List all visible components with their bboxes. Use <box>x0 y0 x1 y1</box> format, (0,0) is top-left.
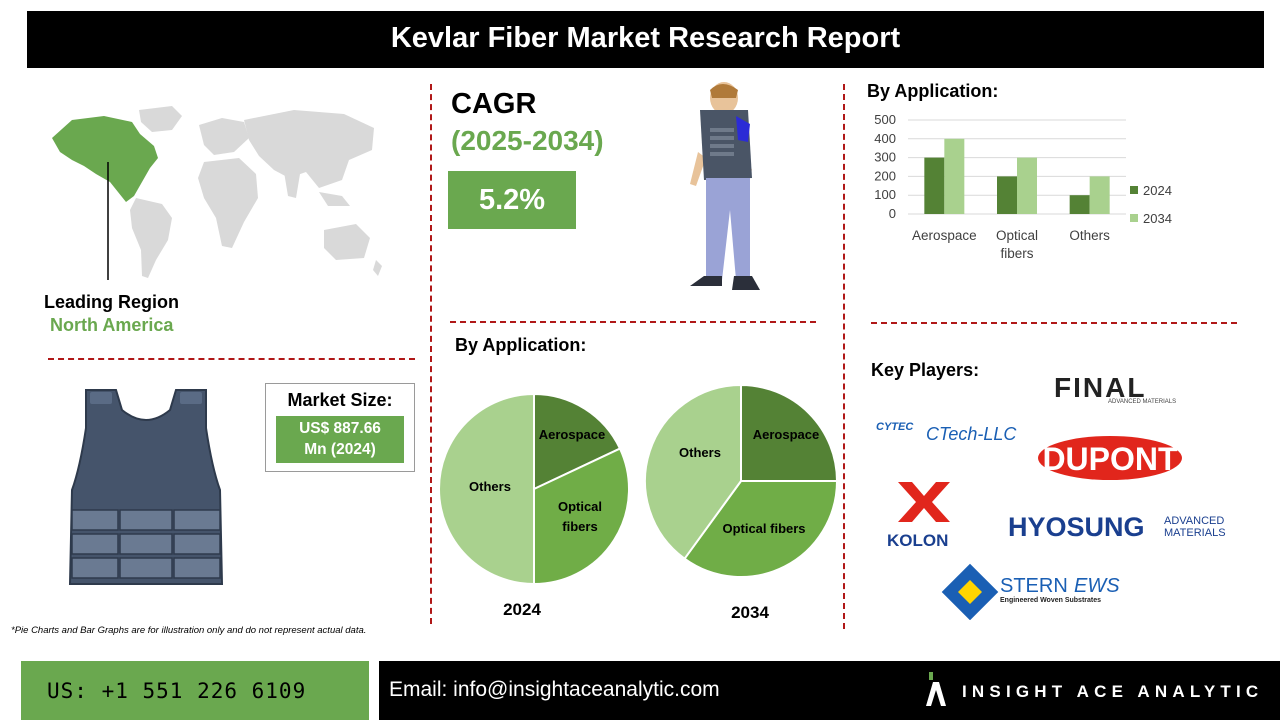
bar-y-tick-label: 200 <box>874 168 896 183</box>
bar-y-tick-label: 300 <box>874 150 896 165</box>
pie-slice-label: Others <box>469 479 511 494</box>
bar-2024-others <box>1069 195 1090 214</box>
title-bar: Kevlar Fiber Market Research Report <box>27 11 1264 68</box>
pie-2034-slice-optical-fibers <box>683 480 839 578</box>
logo-ews-text: EWS <box>1074 575 1120 597</box>
footer-phone[interactable]: US: +1 551 226 6109 <box>47 679 307 703</box>
logo-cytec-text: CYTEC <box>876 421 914 433</box>
bar-chart: 0 100 200 300 400 500 Aerospace Optical fibers Ot… <box>874 112 1172 261</box>
cagr-label: CAGR <box>451 88 537 120</box>
logo-kolon-text: KOLON <box>887 531 948 550</box>
pie-2034-slice-aerospace <box>740 383 839 482</box>
logo-kolon: KOLON <box>887 482 950 550</box>
footer-phone-panel <box>21 661 369 720</box>
logo-final-subtext: ADVANCED MATERIALS <box>1108 399 1176 405</box>
divider-left <box>430 84 432 624</box>
logo-final: FINAL ADVANCED MATERIALS <box>1054 372 1176 405</box>
logo-cytec-ctech: CYTEC CTech-LLC <box>876 421 1017 444</box>
logo-stern-subtext: Engineered Woven Substrates <box>1000 597 1101 604</box>
person-in-vest-illustration <box>690 82 760 290</box>
logo-hyosung-text: HYOSUNG <box>1008 512 1145 542</box>
market-size-frame <box>265 383 415 472</box>
pie-2024-slice-others <box>438 392 535 586</box>
pie-2034-slice-others <box>644 383 742 561</box>
bar-x-tick-label: Aerospace <box>912 228 977 243</box>
pie-slice-label: Others <box>679 445 721 460</box>
bar-section-title: By Application: <box>867 81 999 101</box>
pie-caption: 2024 <box>503 600 541 619</box>
pie-2024-slice-optical-fibers <box>533 447 630 586</box>
cagr-period: (2025-2034) <box>451 125 604 156</box>
footer-email[interactable]: Email: info@insightaceanalytic.com <box>389 678 720 701</box>
leading-region-label: Leading Region <box>44 292 179 312</box>
bar-2024-aerospace <box>924 157 945 214</box>
market-size-label: Market Size: <box>287 390 393 410</box>
bar-legend-label: 2034 <box>1143 211 1172 226</box>
logo-hyosung: HYOSUNG ADVANCED MATERIALS <box>1008 512 1226 542</box>
bar-2034-others <box>1089 176 1110 214</box>
logo-final-text: FINAL <box>1054 372 1146 403</box>
leading-region-value: North America <box>50 315 174 335</box>
footer-brand: INSIGHT ACE ANALYTIC <box>962 682 1264 701</box>
pie-caption: 2034 <box>731 603 769 622</box>
pie-slice-label: Optical fibers <box>722 521 805 536</box>
logo-stern-ews: STERN EWS Engineered Woven Substrates <box>941 563 1120 620</box>
key-players-logos: FINAL ADVANCED MATERIALS CYTEC CTech-LLC… <box>876 372 1226 620</box>
logo-stern-text: STERN <box>1000 575 1068 597</box>
divider-right <box>843 84 845 629</box>
bar-legend-swatch <box>1130 214 1138 222</box>
divider-bar <box>871 322 1237 324</box>
pie-slice-label: Aerospace <box>753 427 819 442</box>
market-size-value: US$ 887.66 Mn (2024) <box>276 416 404 463</box>
bar-y-tick-label: 0 <box>889 206 896 221</box>
bar-legend-label: 2024 <box>1143 183 1172 198</box>
bar-y-tick-label: 400 <box>874 131 896 146</box>
logo-dupont: DUPONT <box>1038 436 1182 480</box>
pie-charts: Aerospace Optical fibers Others 2024 Aerospac… <box>438 383 839 622</box>
bar-x-tick-label: Others <box>1069 228 1110 243</box>
bar-2034-aerospace <box>944 138 965 214</box>
page-title: Kevlar Fiber Market Research Report <box>390 22 901 54</box>
pie-slice-label: Aerospace <box>539 427 605 442</box>
bar-2024-optical-fibers <box>997 176 1017 214</box>
bar-x-tick-label: Optical fibers <box>996 228 1038 261</box>
pie-2024-slice-aerospace <box>533 392 622 491</box>
bar-2034-optical-fibers <box>1017 157 1037 214</box>
logo-hyosung-sub2: MATERIALS <box>1164 527 1226 539</box>
footer-email-panel <box>379 661 1280 720</box>
pie-slice-label: Optical fibers <box>558 499 602 534</box>
bar-legend-swatch <box>1130 186 1138 194</box>
pie-section-title: By Application: <box>455 335 587 355</box>
key-players-title: Key Players: <box>871 360 980 380</box>
kevlar-vest-illustration <box>68 389 224 585</box>
bar-y-tick-label: 500 <box>874 112 896 127</box>
logo-ctech-text: CTech-LLC <box>926 424 1017 444</box>
world-map-illustration <box>52 106 382 280</box>
divider-cagr <box>450 321 816 323</box>
cagr-value: 5.2% <box>448 171 576 229</box>
logo-dupont-text: DUPONT <box>1042 441 1178 477</box>
market-size-value-line2: Mn (2024) <box>304 441 376 458</box>
market-size-value-line1: US$ 887.66 <box>299 420 381 437</box>
logo-hyosung-sub1: ADVANCED <box>1164 515 1224 527</box>
disclaimer-footnote: *Pie Charts and Bar Graphs are for illus… <box>11 625 367 636</box>
divider-region <box>48 358 415 360</box>
bar-y-tick-label: 100 <box>874 187 896 202</box>
insight-ace-logo-icon <box>926 672 946 706</box>
